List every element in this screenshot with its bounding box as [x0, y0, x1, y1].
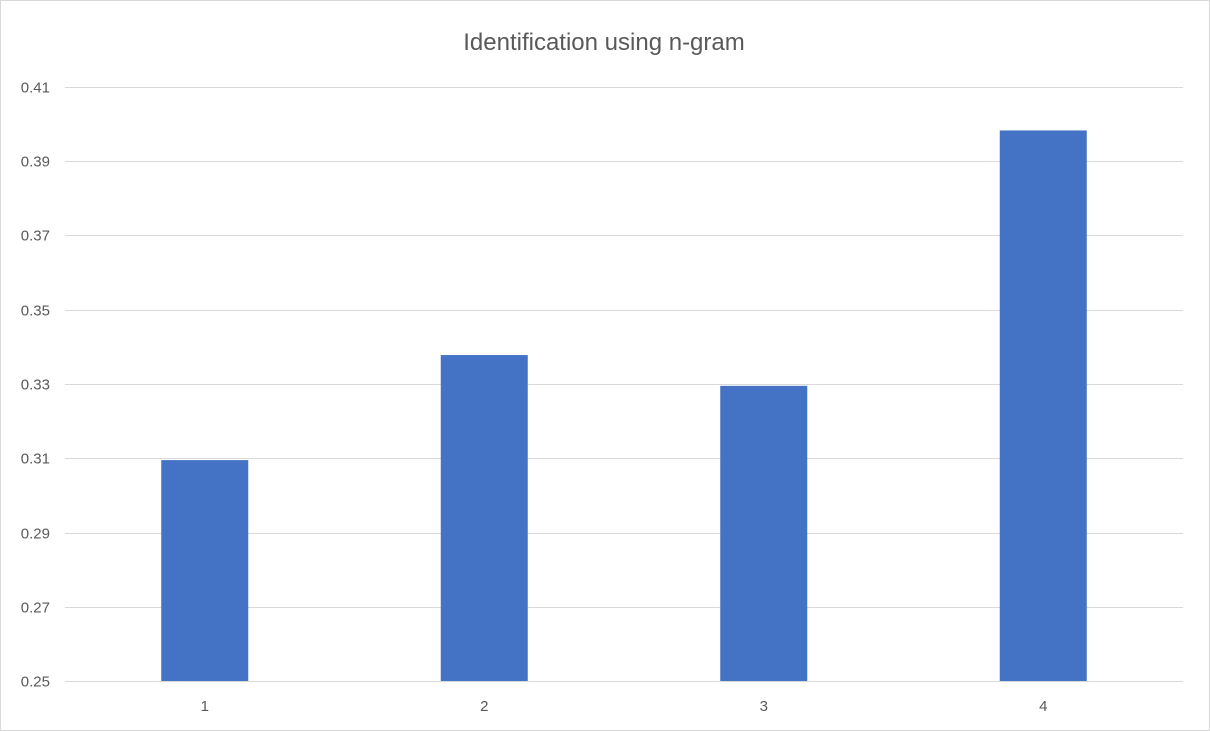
y-tick-label: 0.29 — [21, 526, 50, 543]
y-tick-label: 0.31 — [21, 451, 50, 468]
x-tick-label: 1 — [201, 698, 209, 715]
y-tick-label: 0.39 — [21, 154, 50, 171]
y-tick-label: 0.35 — [21, 303, 50, 320]
y-axis-ticks: 0.25 0.27 0.29 0.31 0.33 0.35 0.37 0.39 0.41 — [21, 80, 50, 691]
bar-3 — [720, 385, 808, 681]
y-tick-label: 0.41 — [21, 80, 50, 97]
y-tick-label: 0.27 — [21, 600, 50, 617]
bar-1 — [161, 460, 249, 681]
y-tick-label: 0.33 — [21, 377, 50, 394]
x-tick-label: 4 — [1039, 698, 1047, 715]
y-tick-label: 0.25 — [21, 674, 50, 691]
bar-4 — [999, 130, 1087, 681]
x-tick-label: 3 — [760, 698, 768, 715]
bars — [161, 130, 1087, 681]
x-tick-label: 2 — [480, 698, 488, 715]
x-axis-ticks: 1 2 3 4 — [201, 698, 1048, 715]
gridlines — [65, 87, 1183, 682]
bar-2 — [440, 355, 528, 681]
y-tick-label: 0.37 — [21, 228, 50, 245]
chart-title: Identification using n-gram — [463, 29, 744, 56]
